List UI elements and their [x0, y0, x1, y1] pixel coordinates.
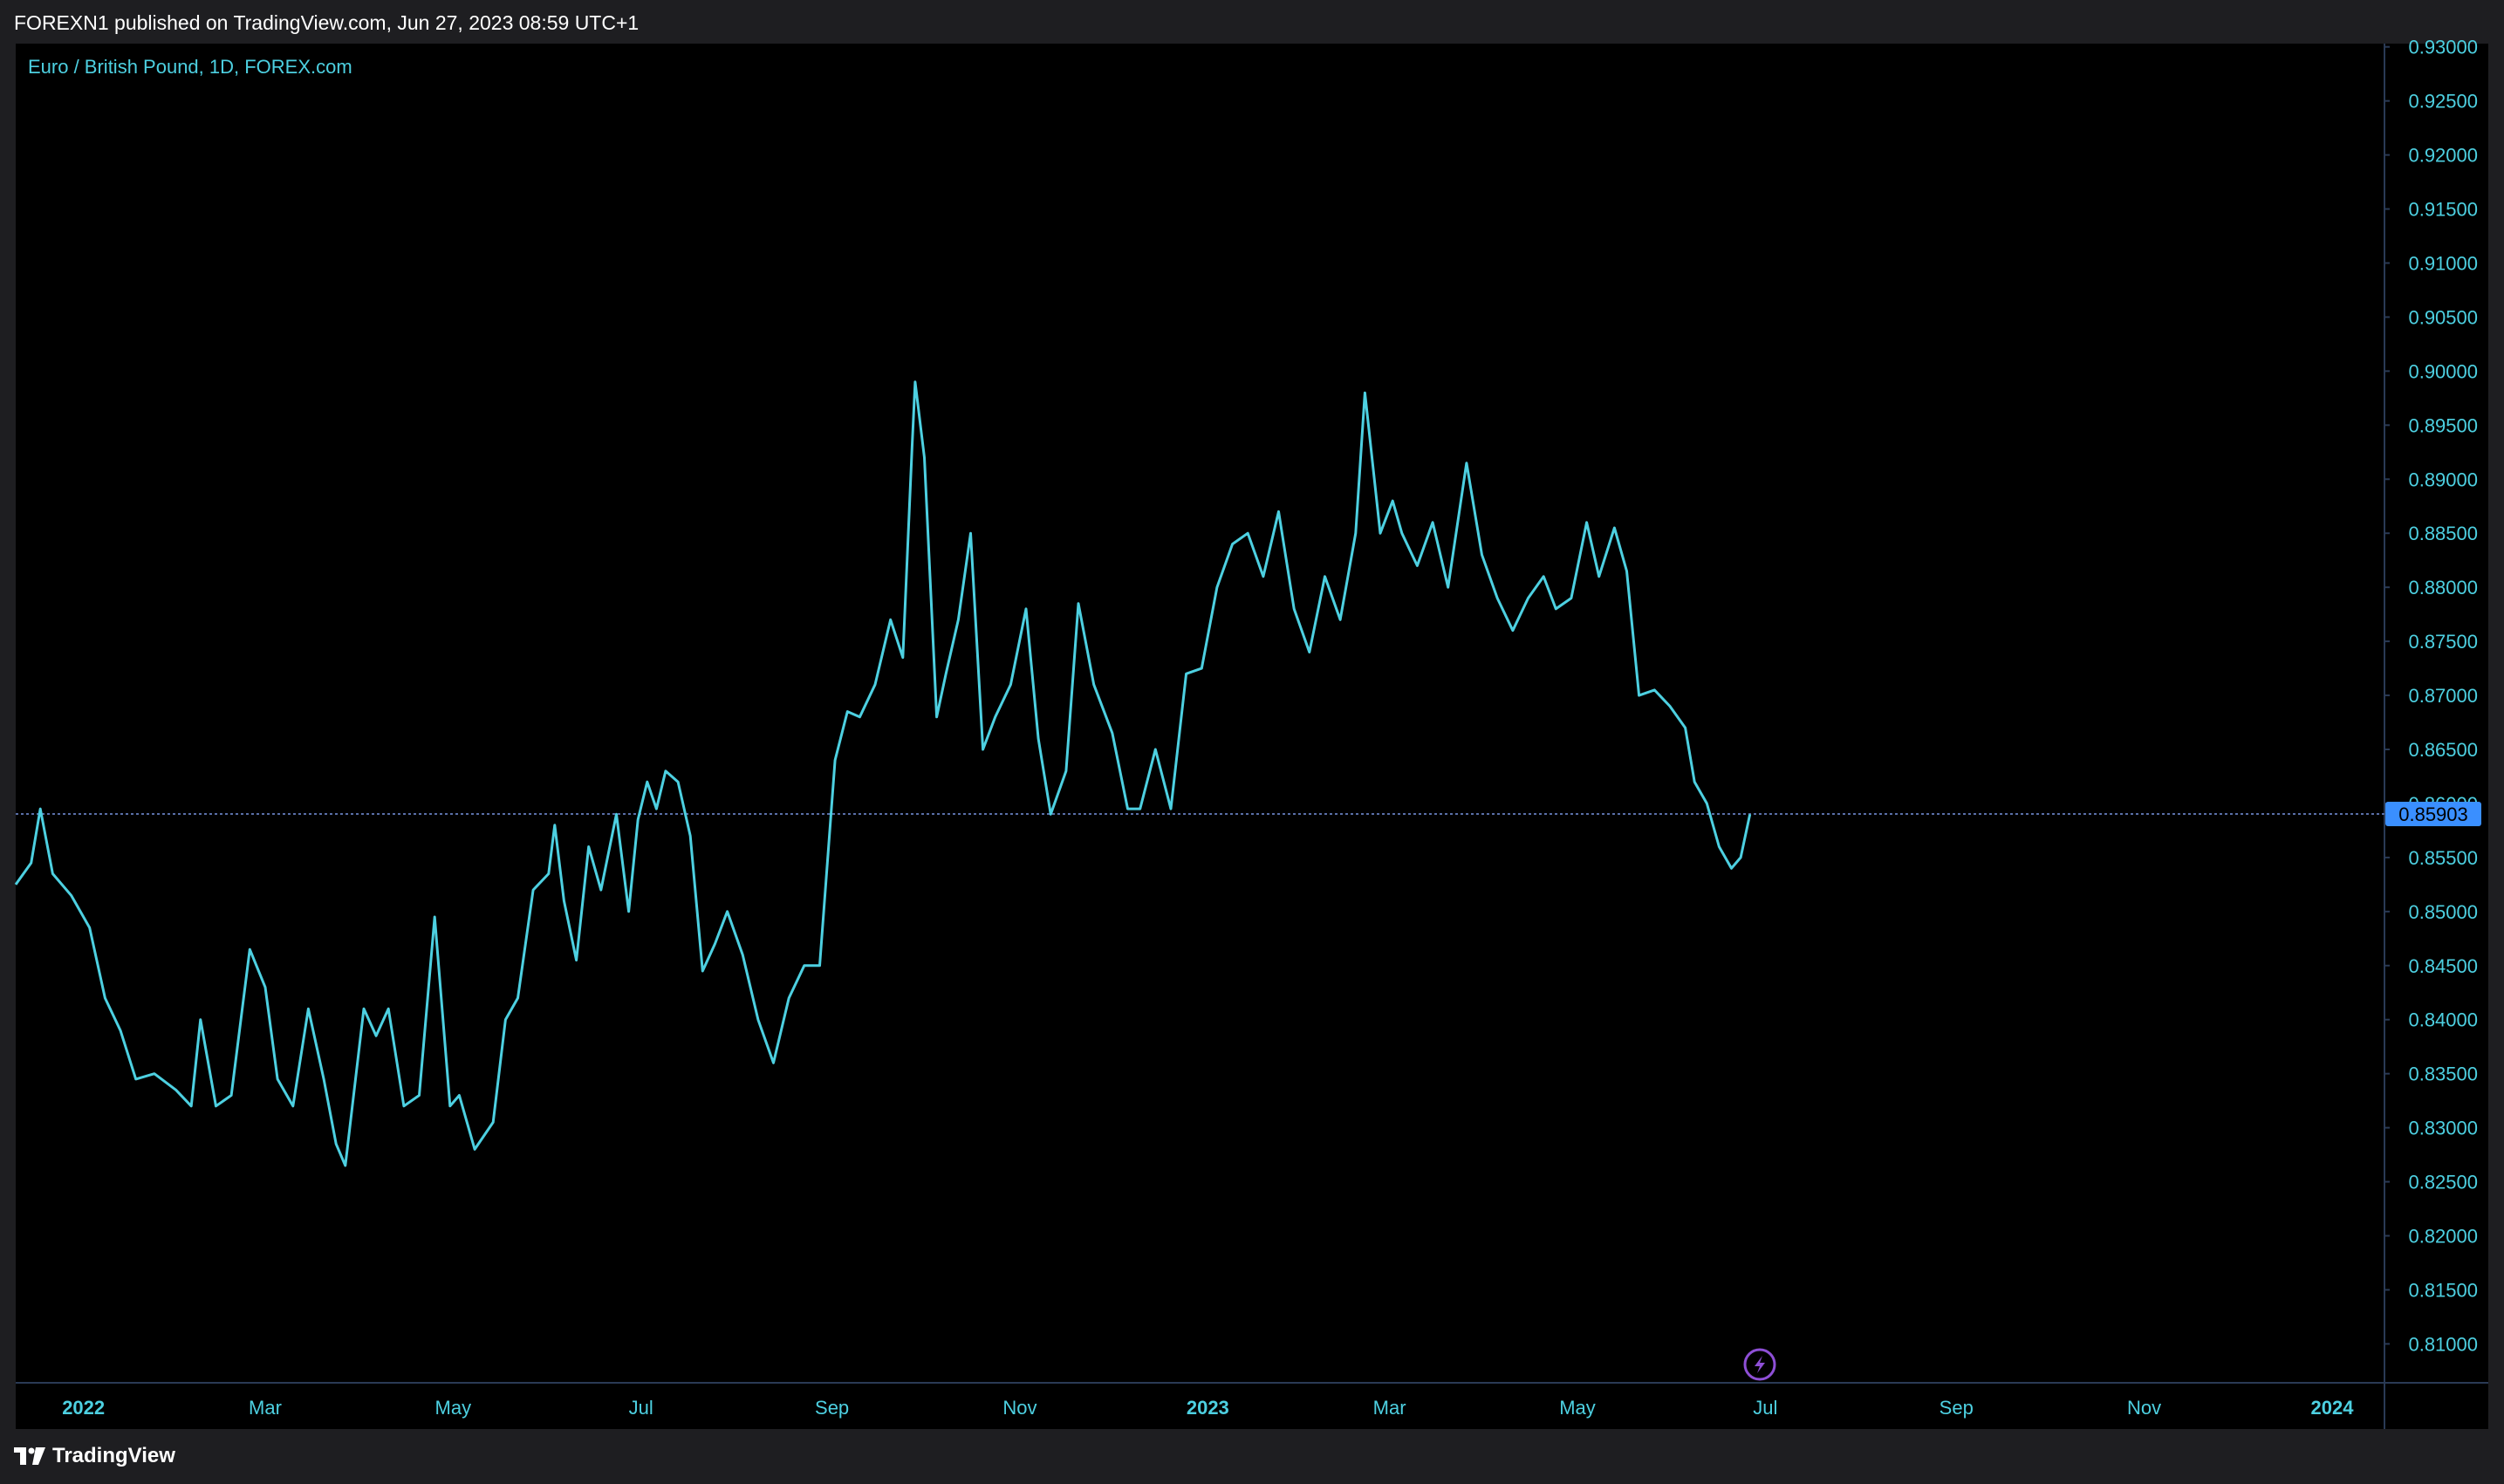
y-tick-label: 0.90000 [2408, 360, 2478, 382]
x-tick-label: 2023 [1187, 1397, 1229, 1419]
y-tick-label: 0.84500 [2408, 955, 2478, 977]
lightning-icon[interactable] [1743, 1348, 1776, 1381]
x-tick-label: Sep [1940, 1397, 1974, 1419]
publish-bar: FOREXN1 published on TradingView.com, Ju… [0, 0, 2504, 44]
current-price-label: 0.85903 [2398, 804, 2468, 825]
current-price-badge-bg [2385, 801, 2481, 826]
y-tick-label: 0.88000 [2408, 577, 2478, 598]
x-tick-label: 2024 [2311, 1397, 2355, 1419]
y-tick-label: 0.84000 [2408, 1009, 2478, 1031]
y-tick-label: 0.92000 [2408, 145, 2478, 167]
y-tick-label: 0.82500 [2408, 1172, 2478, 1193]
x-tick-label: Sep [815, 1397, 849, 1419]
current-price-badge: 0.85903 [2385, 801, 2481, 826]
x-tick-label: 2022 [62, 1397, 105, 1419]
y-tick-label: 0.86500 [2408, 739, 2478, 761]
x-tick-label: May [435, 1397, 472, 1419]
y-tick-label: 0.85500 [2408, 847, 2478, 869]
chart-title: Euro / British Pound, 1D, FOREX.com [28, 56, 352, 78]
publish-info: FOREXN1 published on TradingView.com, Ju… [14, 11, 640, 34]
footer-brand: TradingView [52, 1444, 175, 1467]
y-tick-label: 0.91500 [2408, 199, 2478, 221]
x-tick-label: Nov [2127, 1397, 2161, 1419]
y-tick-label: 0.83500 [2408, 1063, 2478, 1085]
y-tick-label: 0.89500 [2408, 414, 2478, 436]
x-tick-label: Nov [1002, 1397, 1036, 1419]
footer-bar [0, 1429, 2504, 1484]
y-tick-label: 0.81000 [2408, 1333, 2478, 1355]
y-axis: 0.93000 0.92500 0.92000 0.91500 0.91000 0.905… [2384, 37, 2478, 1355]
tradingview-logo-icon [14, 1447, 45, 1465]
x-axis: 2022 Mar May Jul Sep Nov 2023 Mar May Jul Sep Nov 20… [62, 1397, 2354, 1419]
y-tick-label: 0.92500 [2408, 91, 2478, 113]
y-tick-label: 0.85000 [2408, 901, 2478, 923]
x-tick-label: Mar [1373, 1397, 1406, 1419]
chart-area [16, 44, 2488, 1429]
x-tick-label: May [1559, 1397, 1596, 1419]
y-tick-label: 0.81500 [2408, 1279, 2478, 1301]
series-line [14, 380, 1752, 1167]
y-tick-label: 0.90500 [2408, 306, 2478, 328]
y-tick-label: 0.91000 [2408, 252, 2478, 274]
x-tick-label: Jul [1753, 1397, 1777, 1419]
y-tick-label: 0.82000 [2408, 1226, 2478, 1248]
x-tick-label: Mar [249, 1397, 282, 1419]
y-tick-label: 0.87000 [2408, 685, 2478, 707]
y-tick-label: 0.87500 [2408, 631, 2478, 653]
y-tick-label: 0.88500 [2408, 523, 2478, 544]
y-tick-label: 0.89000 [2408, 468, 2478, 490]
x-tick-label: Jul [629, 1397, 653, 1419]
y-tick-label: 0.83000 [2408, 1118, 2478, 1139]
y-tick-label: 0.93000 [2408, 37, 2478, 58]
tradingview-logo[interactable]: TradingView [14, 1442, 175, 1470]
